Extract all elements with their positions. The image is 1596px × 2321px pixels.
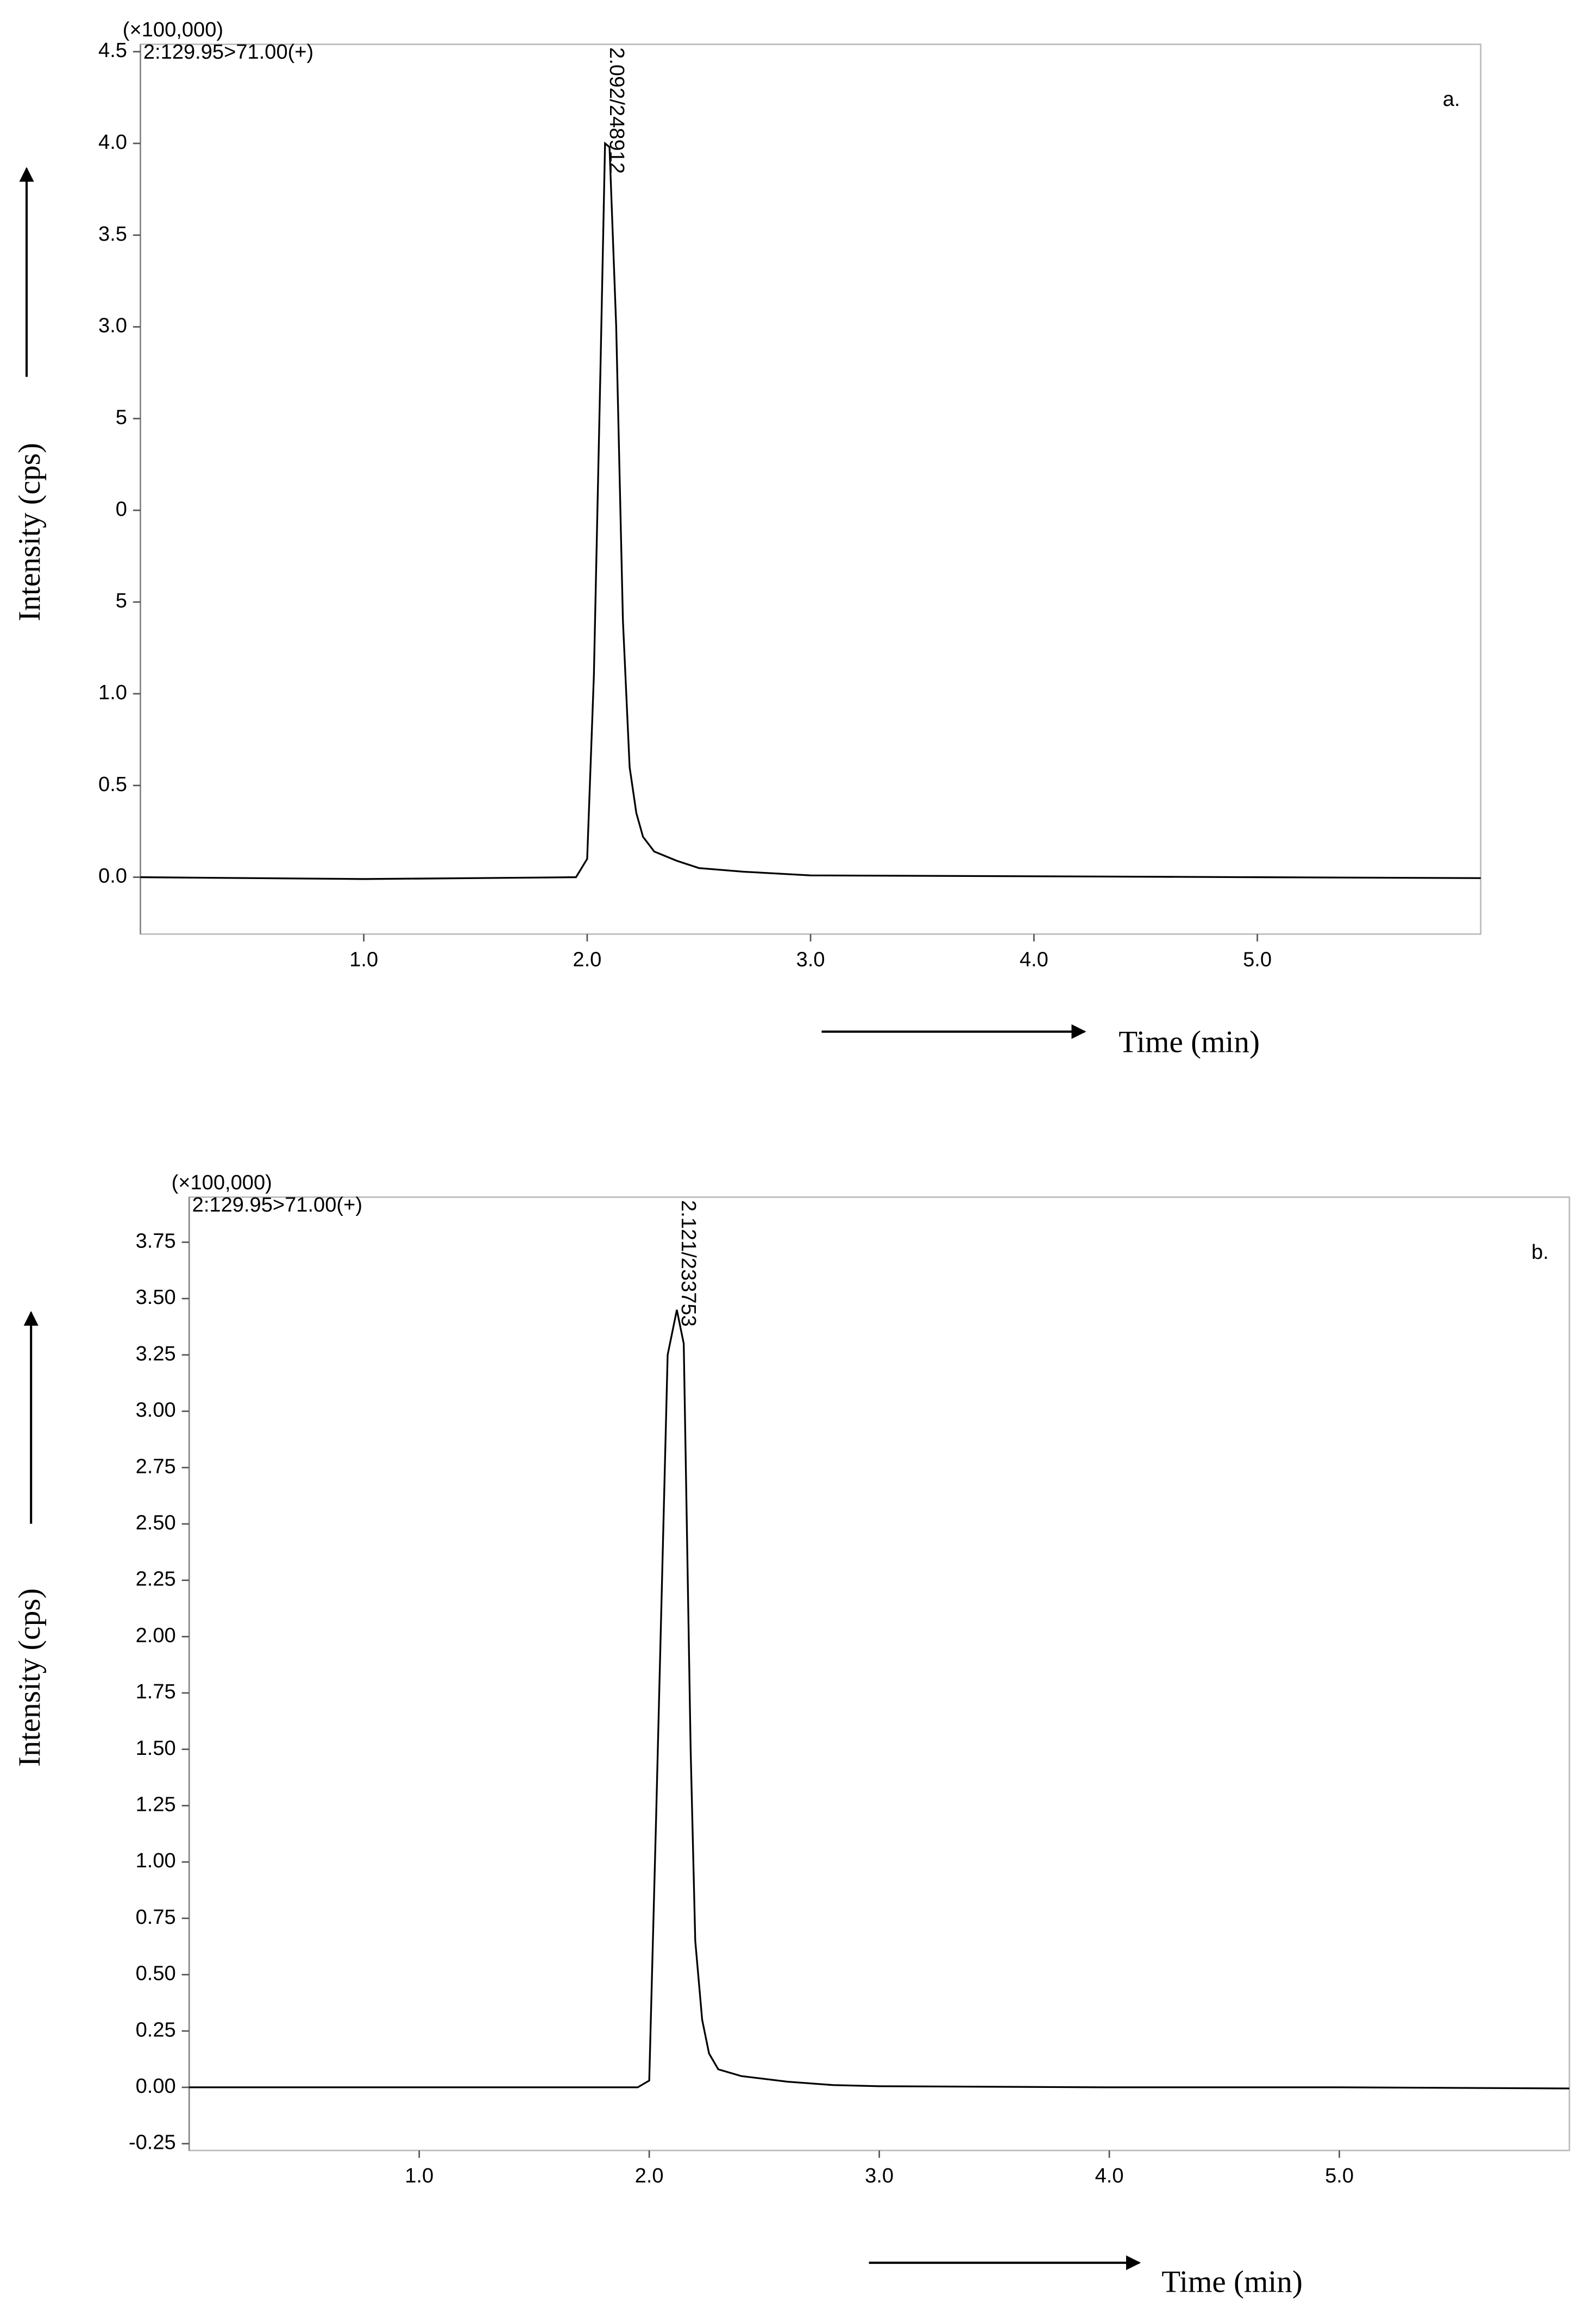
y-tick-label: 0.00 [136, 2075, 176, 2098]
peak-label: 2.121/233753 [677, 1200, 700, 1327]
y-tick-label: 3.0 [98, 315, 127, 337]
y-tick-label: 3.00 [136, 1399, 176, 1422]
y-tick-label: 5 [116, 589, 127, 612]
trace-label: 2:129.95>71.00(+) [192, 1194, 362, 1216]
y-tick-label: 1.75 [136, 1680, 176, 1703]
y-tick-label: 0 [116, 498, 127, 520]
y-tick-label: 3.25 [136, 1343, 176, 1365]
plot-frame [140, 43, 1482, 935]
multiplier: (×100,000) [172, 1171, 272, 1194]
x-tick-label: 1.0 [349, 948, 378, 971]
x-tick-label: 3.0 [865, 2165, 894, 2187]
y-tick-label: 1.25 [136, 1793, 176, 1816]
x-tick-label: 5.0 [1243, 948, 1272, 971]
y-tick-label: 0.5 [98, 773, 127, 796]
panel-label: b. [1531, 1241, 1549, 1264]
y-axis-label: Intensity (cps) [12, 443, 47, 621]
x-axis-label: Time (min) [1119, 1025, 1260, 1059]
y-tick-label: 2.00 [136, 1624, 176, 1647]
y-tick-label: 1.50 [136, 1737, 176, 1760]
x-axis-label: Time (min) [1161, 2265, 1303, 2299]
y-tick-label: 3.50 [136, 1286, 176, 1309]
y-tick-label: 2.50 [136, 1511, 176, 1534]
y-tick-label: 0.75 [136, 1906, 176, 1929]
chromatogram-line [189, 1309, 1570, 2090]
plot-frame [188, 1196, 1570, 2151]
y-tick-label: 2.75 [136, 1455, 176, 1478]
y-tick-label: -0.25 [129, 2131, 176, 2154]
x-tick-label: 2.0 [573, 948, 601, 971]
x-tick-label: 2.0 [635, 2165, 664, 2187]
y-tick-label: 4.5 [98, 39, 127, 62]
x-tick-label: 5.0 [1325, 2165, 1354, 2187]
y-tick-label: 2.25 [136, 1568, 176, 1591]
x-tick-label: 4.0 [1020, 948, 1048, 971]
multiplier: (×100,000) [123, 18, 223, 41]
x-tick-label: 4.0 [1095, 2165, 1124, 2187]
trace-label: 2:129.95>71.00(+) [143, 41, 313, 64]
chromatogram-line [140, 141, 1481, 880]
peak-label: 2.092/248912 [605, 47, 628, 174]
y-tick-label: 4.0 [98, 131, 127, 154]
y-tick-label: 3.5 [98, 223, 127, 246]
x-tick-label: 1.0 [405, 2165, 433, 2187]
y-tick-label: 1.0 [98, 681, 127, 704]
y-tick-label: 0.50 [136, 1962, 176, 1985]
panel-label: a. [1443, 88, 1460, 111]
y-tick-label: 0.0 [98, 865, 127, 888]
x-tick-label: 3.0 [796, 948, 825, 971]
y-tick-label: 0.25 [136, 2018, 176, 2041]
y-tick-label: 5 [116, 406, 127, 429]
y-tick-label: 1.00 [136, 1849, 176, 1872]
y-tick-label: 3.75 [136, 1229, 176, 1252]
y-axis-label: Intensity (cps) [12, 1588, 47, 1766]
